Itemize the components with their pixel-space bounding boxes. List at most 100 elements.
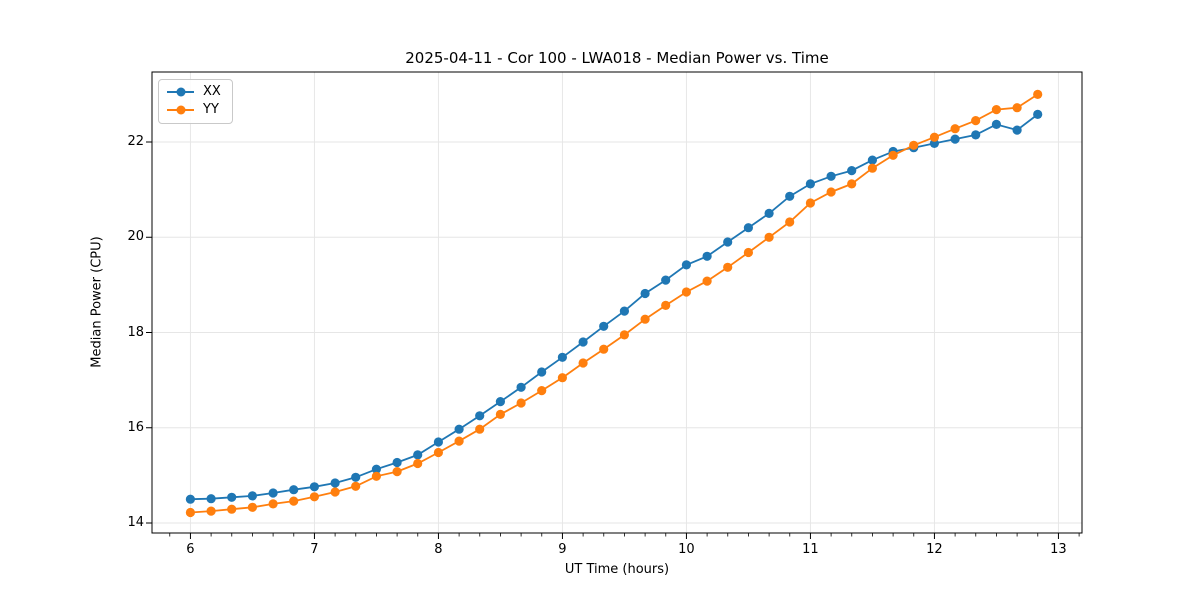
series-marker-yy: [888, 150, 898, 160]
series-marker-yy: [702, 276, 712, 286]
series-marker-xx: [991, 119, 1002, 129]
series-marker-xx: [454, 424, 464, 434]
series-marker-yy: [413, 458, 423, 469]
series-marker-xx: [537, 367, 547, 377]
y-tick-label: 16: [127, 419, 144, 435]
series-marker-xx: [785, 191, 795, 201]
series-marker-xx: [661, 275, 671, 285]
series-marker-xx: [475, 411, 485, 421]
series-marker-yy: [991, 105, 1002, 115]
legend-label-xx: XX: [203, 84, 221, 99]
x-tick-label: 8: [434, 542, 443, 557]
series-marker-xx: [371, 464, 381, 474]
series-marker-xx: [495, 397, 505, 407]
x-tick-label: 9: [558, 542, 567, 557]
series-marker-yy: [743, 247, 754, 258]
series-marker-xx: [867, 155, 878, 165]
series-marker-xx: [681, 260, 692, 270]
legend-item-xx: XX: [167, 85, 221, 99]
x-tick-label: 12: [926, 542, 943, 557]
series-marker-xx: [764, 208, 774, 218]
series-marker-xx: [599, 321, 609, 331]
series-marker-yy: [537, 386, 547, 396]
series-marker-xx: [971, 130, 981, 140]
series-marker-xx: [433, 437, 443, 447]
series-marker-yy: [247, 502, 257, 512]
x-tick-label: 11: [802, 542, 819, 557]
series-marker-yy: [371, 471, 381, 481]
series-line-yy: [190, 93, 1039, 514]
series-marker-xx: [351, 472, 361, 482]
series-marker-xx: [826, 171, 836, 181]
series-marker-yy: [909, 140, 919, 150]
series-marker-yy: [454, 436, 464, 446]
series-marker-yy: [950, 124, 960, 134]
series-marker-yy: [206, 506, 216, 516]
legend: XX YY: [158, 79, 233, 124]
series-marker-xx: [413, 450, 423, 460]
series-marker-yy: [227, 504, 237, 514]
series-marker-xx: [289, 485, 299, 495]
series-marker-xx: [1033, 109, 1043, 119]
legend-item-yy: YY: [167, 103, 221, 117]
series-marker-yy: [599, 344, 609, 354]
series-marker-xx: [578, 337, 588, 347]
series-marker-xx: [805, 179, 816, 189]
series-marker-yy: [681, 287, 692, 297]
x-tick-label: 6: [186, 542, 195, 557]
series-marker-xx: [619, 306, 630, 316]
series-marker-xx: [1012, 125, 1022, 135]
series-marker-xx: [743, 223, 754, 233]
series-marker-yy: [640, 314, 650, 324]
legend-label-yy: YY: [203, 102, 219, 117]
series-marker-xx: [206, 494, 216, 504]
series-marker-yy: [433, 447, 443, 458]
series-marker-yy: [475, 424, 485, 434]
series-marker-xx: [702, 251, 712, 261]
series-marker-yy: [516, 398, 526, 408]
legend-marker-yy-icon: [167, 105, 194, 116]
series-line-xx: [190, 113, 1039, 501]
series-marker-xx: [640, 288, 650, 299]
series-marker-yy: [847, 179, 857, 189]
series-marker-yy: [309, 492, 319, 502]
series-marker-yy: [661, 300, 671, 310]
series-marker-yy: [392, 467, 402, 477]
series-marker-xx: [227, 492, 237, 502]
series-marker-yy: [578, 358, 588, 368]
series-marker-xx: [847, 166, 857, 176]
plot-border: [151, 71, 1083, 534]
series-marker-yy: [330, 487, 340, 497]
series-marker-yy: [723, 262, 733, 272]
series-marker-xx: [330, 478, 340, 488]
series-marker-xx: [516, 382, 526, 392]
series-marker-yy: [557, 373, 568, 383]
series-marker-yy: [1012, 103, 1022, 113]
series-marker-yy: [971, 116, 981, 126]
series-marker-xx: [950, 134, 960, 144]
series-marker-xx: [723, 237, 733, 247]
chart-title: 2025-04-11 - Cor 100 - LWA018 - Median P…: [405, 49, 829, 67]
x-axis-label: UT Time (hours): [564, 562, 670, 577]
series-marker-yy: [805, 198, 816, 208]
series-marker-yy: [764, 232, 774, 242]
series-marker-yy: [785, 217, 795, 227]
series-marker-yy: [929, 132, 940, 142]
series-marker-xx: [185, 494, 195, 504]
series-marker-xx: [557, 352, 568, 362]
x-tick-label: 10: [678, 542, 695, 557]
series-marker-xx: [247, 491, 257, 501]
series-marker-yy: [268, 499, 278, 509]
series-marker-yy: [289, 496, 299, 506]
x-tick-label: 7: [310, 542, 319, 557]
series-marker-yy: [495, 409, 505, 419]
y-tick-label: 14: [127, 514, 144, 530]
series-marker-xx: [392, 457, 402, 468]
series-marker-xx: [309, 482, 319, 492]
series-marker-yy: [826, 187, 836, 197]
series-marker-yy: [619, 330, 630, 340]
y-tick-label: 22: [127, 134, 144, 149]
series-marker-yy: [1033, 89, 1043, 99]
